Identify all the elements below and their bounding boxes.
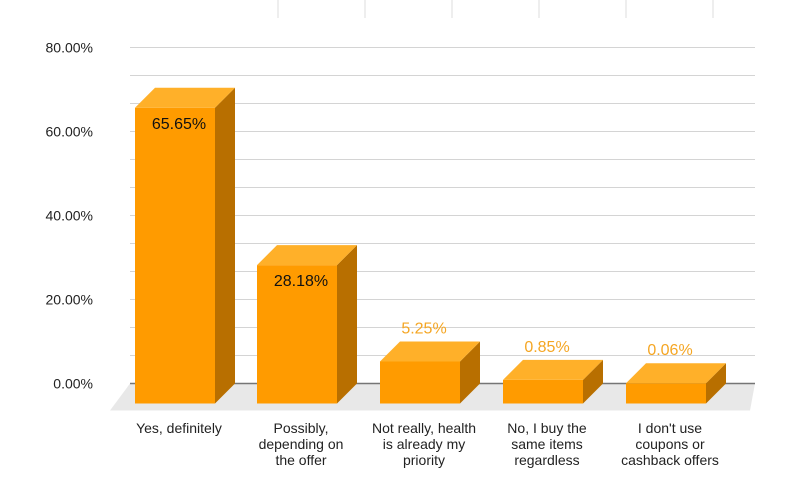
y-axis-tick-labels: 0.00% 20.00% 40.00% 60.00% 80.00% (46, 40, 93, 392)
bar-top-face (135, 87, 235, 108)
bar-front-face (257, 265, 337, 404)
bar (380, 341, 480, 404)
y-tick-label: 60.00% (46, 124, 93, 140)
data-label: 0.06% (647, 342, 692, 359)
data-label: 5.25% (401, 320, 446, 337)
top-tick-marks (277, 0, 714, 18)
x-tick-label: No, I buy the same items regardless (507, 420, 587, 468)
data-label: 65.65% (152, 116, 206, 133)
bar-top-face (626, 363, 726, 384)
bar-top-face (503, 359, 603, 380)
bar-side-face (215, 87, 235, 404)
x-tick-label-line: the offer (275, 452, 326, 468)
x-tick-label-line: Not really, health (372, 420, 476, 436)
bar-side-face (337, 245, 357, 404)
x-tick-label-line: coupons or (635, 436, 705, 452)
x-tick-label: I don't use coupons or cashback offers (621, 420, 719, 468)
y-tick-label: 40.00% (46, 208, 93, 224)
bar-front-face (626, 383, 706, 404)
bar (257, 245, 357, 404)
data-label: 28.18% (274, 273, 328, 290)
x-tick-label: Not really, health is already my priority (372, 420, 476, 468)
x-tick-label-line: I don't use (638, 420, 702, 436)
bar-top-face (257, 245, 357, 266)
x-tick-label-line: is already my (383, 436, 465, 452)
y-tick-label: 20.00% (46, 292, 93, 308)
bar-side-face (460, 341, 480, 404)
x-tick-label-line: same items (511, 436, 583, 452)
x-tick-label-line: priority (403, 452, 445, 468)
y-tick-label: 80.00% (46, 40, 93, 56)
x-tick-label-line: Yes, definitely (136, 420, 222, 436)
bar-side-face (706, 363, 726, 404)
x-tick-label: Possibly, depending on the offer (259, 420, 344, 468)
x-tick-label-line: Possibly, (274, 420, 329, 436)
y-tick-label: 0.00% (53, 376, 93, 392)
bar-side-face (583, 359, 603, 404)
bar-top-face (380, 341, 480, 362)
x-tick-label-line: depending on (259, 436, 344, 452)
bars (135, 87, 726, 404)
x-tick-label: Yes, definitely (136, 420, 222, 436)
x-tick-label-line: No, I buy the (507, 420, 587, 436)
data-labels: 65.65% 28.18% 5.25% 0.85% 0.06% (152, 116, 693, 359)
bar-front-face (380, 361, 460, 404)
bar (626, 363, 726, 404)
bar (135, 87, 235, 404)
data-label: 0.85% (524, 339, 569, 356)
bar (503, 359, 603, 404)
bar-front-face (135, 107, 215, 404)
bar-front-face (503, 379, 583, 404)
x-axis-category-labels: Yes, definitely Possibly, depending on the … (136, 420, 719, 468)
x-tick-label-line: regardless (514, 452, 579, 468)
x-tick-label-line: cashback offers (621, 452, 719, 468)
